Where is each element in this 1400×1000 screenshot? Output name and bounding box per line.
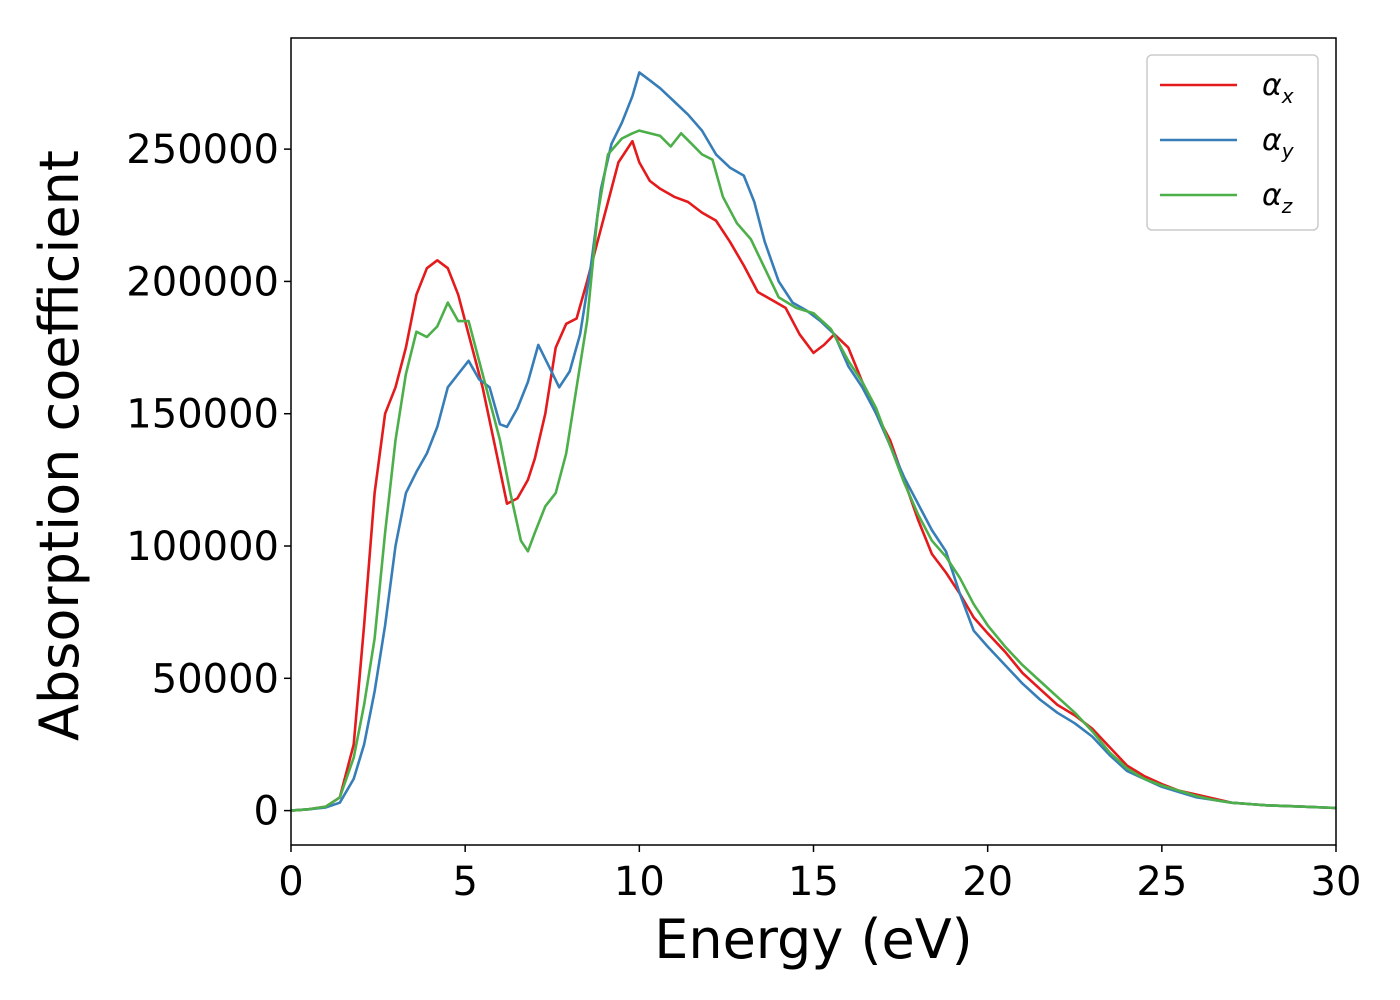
series-line-z <box>290 129 1337 812</box>
legend-subscript: x <box>1281 84 1294 108</box>
y-tick-label: 200000 <box>126 259 279 305</box>
y-tick-label: 150000 <box>126 392 279 438</box>
x-tick-label: 10 <box>614 859 665 905</box>
x-axis-ticks: 0 5 10 15 20 25 30 <box>278 845 1361 905</box>
y-tick-label: 50000 <box>152 656 279 702</box>
legend-box <box>1146 54 1319 231</box>
x-tick-label: 15 <box>788 859 839 905</box>
x-tick-label: 30 <box>1311 859 1362 905</box>
x-tick-label: 5 <box>452 859 477 905</box>
y-tick-label: 250000 <box>126 127 279 173</box>
y-axis-ticks: 0 50000 100000 150000 200000 250000 <box>126 127 291 835</box>
series-line-y <box>290 71 1337 812</box>
series-layer <box>290 71 1337 812</box>
legend-subscript: z <box>1281 194 1293 218</box>
legend-subscript: y <box>1281 139 1295 163</box>
x-axis-label: Energy (eV) <box>654 908 973 971</box>
x-tick-label: 0 <box>278 859 303 905</box>
x-tick-label: 25 <box>1136 859 1187 905</box>
y-tick-label: 100000 <box>126 524 279 570</box>
y-axis-label: Absorption coefficient <box>28 150 91 741</box>
series-line-x <box>290 139 1337 812</box>
y-tick-label: 0 <box>254 789 279 835</box>
x-tick-label: 20 <box>962 859 1013 905</box>
